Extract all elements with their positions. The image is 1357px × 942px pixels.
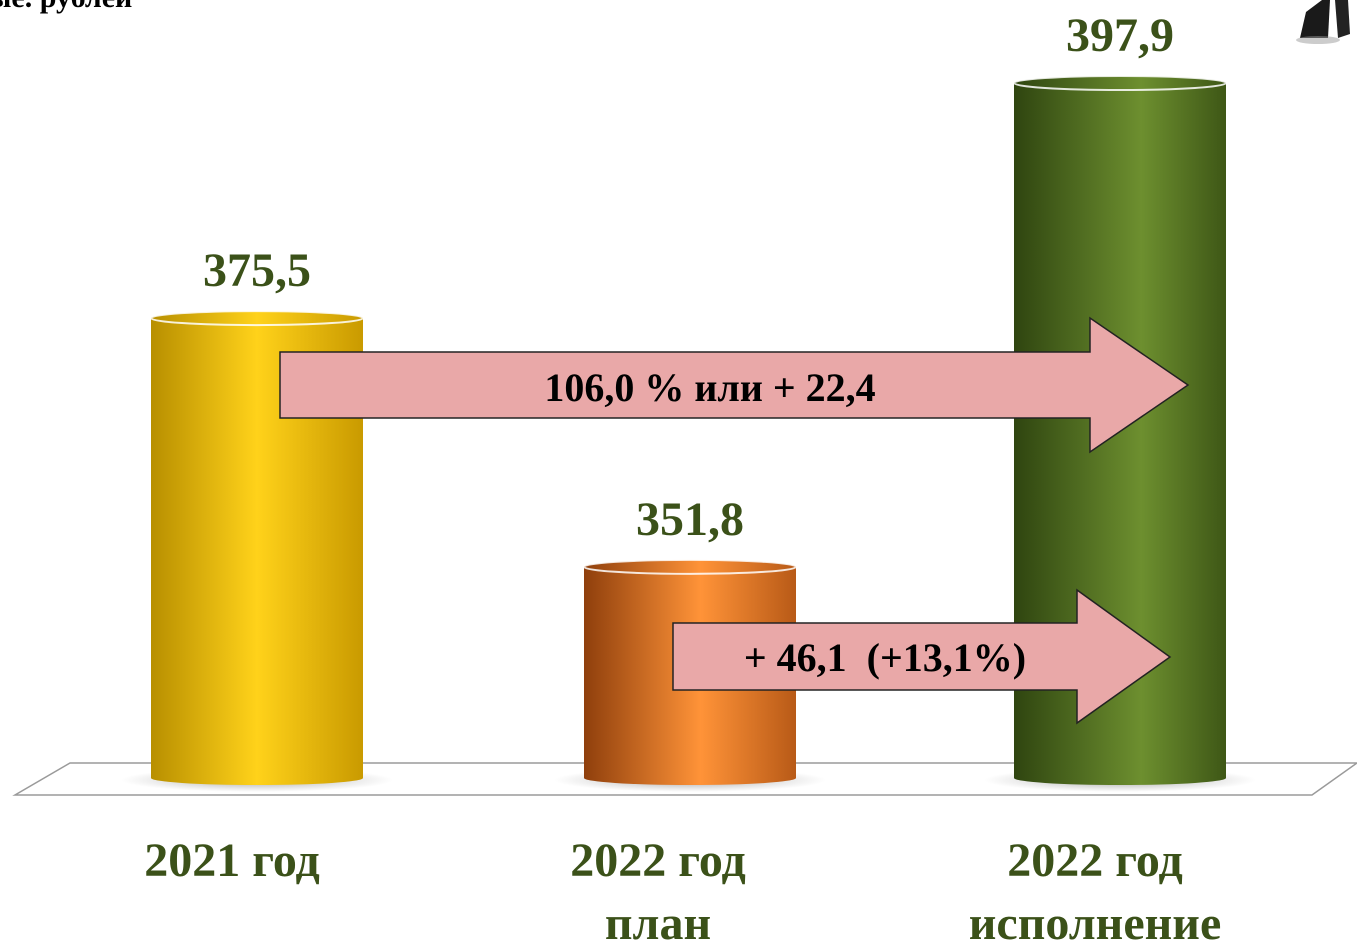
units-label: ые. рублей (0, 0, 132, 14)
growth-arrow-plan: + 46,1 (+13,1%) (672, 588, 1172, 725)
bar-body (1014, 83, 1226, 785)
category-label: 2022 год (570, 834, 746, 887)
growth-arrow-total-text: 106,0 % или + 22,4 (544, 365, 875, 410)
value-label: 397,9 (1066, 9, 1174, 62)
figure-icon (1296, 0, 1350, 44)
bar-2 (984, 75, 1256, 792)
growth-arrow-plan-text: + 46,1 (+13,1%) (744, 635, 1026, 680)
value-label: 375,5 (203, 244, 311, 297)
bar-body (151, 318, 363, 785)
bar-top (1013, 75, 1227, 91)
value-label: 351,8 (636, 493, 744, 546)
bar-top (583, 558, 797, 575)
bar-0 (121, 310, 393, 792)
category-label: 2021 год (144, 834, 320, 887)
category-label: исполнение (969, 897, 1222, 942)
bar-top (150, 310, 364, 327)
category-label: 2022 год (1007, 834, 1183, 887)
category-label: план (605, 897, 711, 942)
growth-arrow-total: 106,0 % или + 22,4 (279, 316, 1190, 454)
